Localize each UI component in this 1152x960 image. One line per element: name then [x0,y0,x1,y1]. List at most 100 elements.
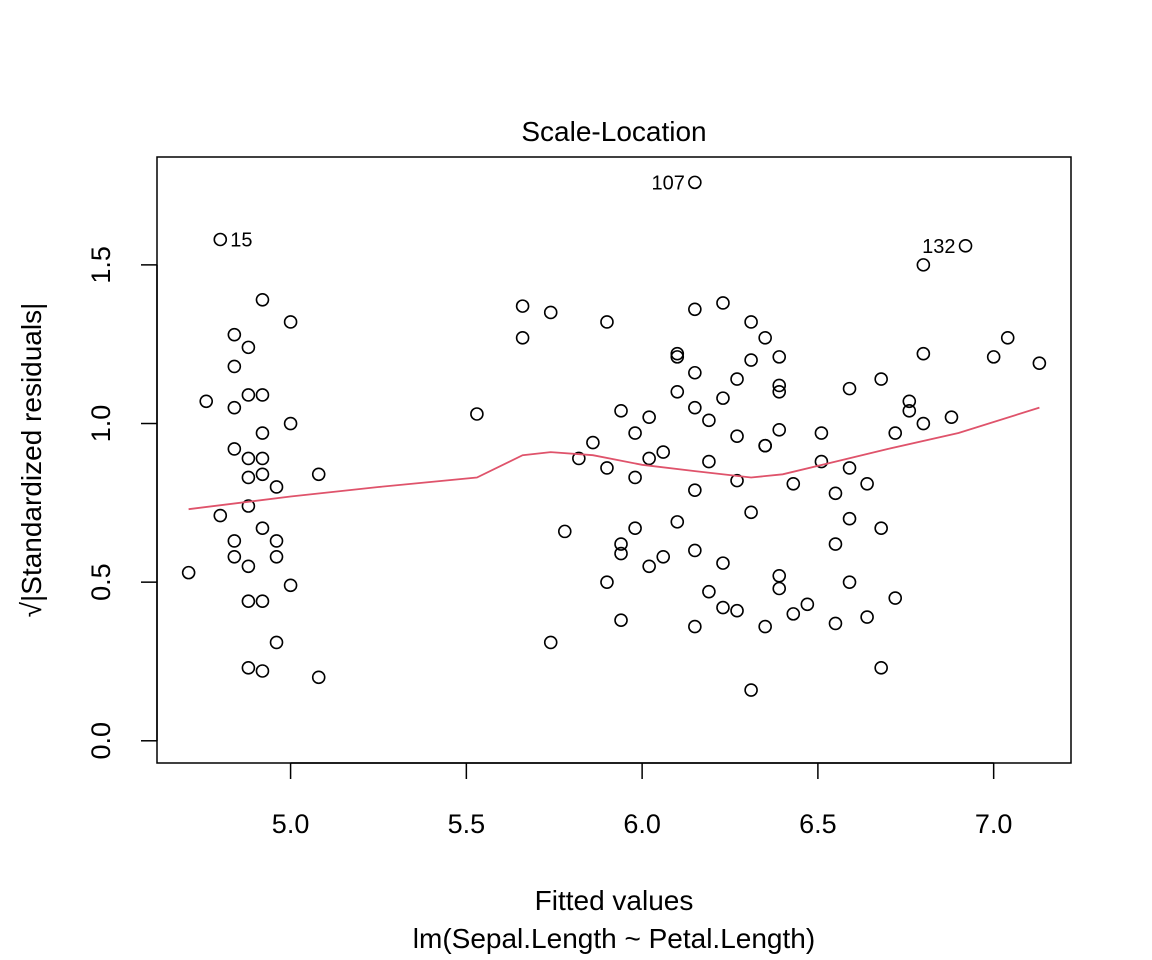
data-point [656,445,671,459]
data-point [311,670,326,685]
data-point [744,353,758,367]
data-point [986,350,1001,364]
data-point [730,372,744,386]
data-point [730,429,744,444]
data-point [688,302,702,317]
y-axis-label: √|Standardized residuals| [16,303,47,618]
data-point [888,426,903,440]
data-point [702,584,716,599]
data-point [311,467,326,482]
data-point [958,239,973,253]
data-point [916,258,931,272]
data-point [199,394,214,409]
y-tick-label: 0.0 [86,722,116,760]
data-point [269,549,284,564]
data-point [888,591,903,605]
point-label: 107 [651,172,684,194]
data-point [772,350,787,364]
data-point [543,305,558,320]
x-tick-label: 5.5 [448,809,486,839]
data-point [241,388,256,402]
data-point [628,470,642,485]
data-point [800,597,815,612]
data-point [842,575,857,589]
data-point [269,635,284,650]
data-point [702,454,716,469]
data-point [944,410,959,424]
data-point [688,175,702,190]
x-tick-label: 6.5 [799,809,837,839]
model-formula-subtitle: lm(Sepal.Length ~ Petal.Length) [413,923,815,954]
data-point [716,556,730,570]
y-tick-label: 1.5 [86,246,116,284]
data-point [642,410,656,424]
scatter-points [181,175,1047,697]
data-point [241,340,256,355]
data-point [772,378,787,393]
data-point [515,331,530,345]
data-point [814,426,829,440]
point-label: 15 [230,229,252,251]
data-point [688,365,702,380]
data-point [716,391,730,405]
data-point [255,467,270,482]
data-point [758,438,772,453]
data-point [744,505,758,520]
data-point [283,416,298,431]
data-point [772,384,787,399]
data-point [255,664,270,678]
data-point [255,292,270,307]
data-point [730,473,744,488]
data-point [642,451,656,466]
data-point [543,635,558,650]
data-point [241,451,256,466]
data-point [255,521,270,536]
data-point [688,483,702,497]
data-point [786,607,801,621]
data-point [716,600,730,615]
data-point [842,381,857,396]
data-point [688,400,702,415]
data-point [255,451,270,466]
data-point [628,426,642,440]
data-point [255,426,270,440]
point-label: 132 [922,236,955,258]
data-point [688,619,702,634]
data-point [628,521,642,536]
data-point [670,515,685,529]
data-point [269,534,284,548]
data-point [688,543,702,558]
data-point [814,454,829,469]
data-point [902,394,917,409]
data-point [730,603,744,618]
data-point [744,683,758,697]
data-point [1032,356,1047,371]
point-annotations: 15 107 132 [230,172,955,257]
data-point [227,549,242,564]
chart-title: Scale-Location [521,116,706,147]
data-point [241,594,256,608]
data-point [241,499,256,513]
data-point [744,315,758,329]
data-point [842,461,857,475]
data-point [716,296,730,310]
data-point [902,404,917,418]
data-point [614,537,628,551]
data-point [283,315,298,329]
data-point [213,232,228,247]
data-point [213,508,228,523]
data-point [916,346,931,361]
data-point [758,619,772,634]
data-point [241,470,256,485]
data-point [656,549,671,564]
data-point [227,327,242,342]
data-point [600,575,614,589]
data-point [255,388,270,402]
x-axis: 5.0 5.5 6.0 6.5 7.0 [272,762,1013,839]
data-point [255,594,270,608]
x-tick-label: 7.0 [975,809,1013,839]
data-point [227,442,242,456]
data-point [828,486,843,501]
data-point [860,476,874,491]
